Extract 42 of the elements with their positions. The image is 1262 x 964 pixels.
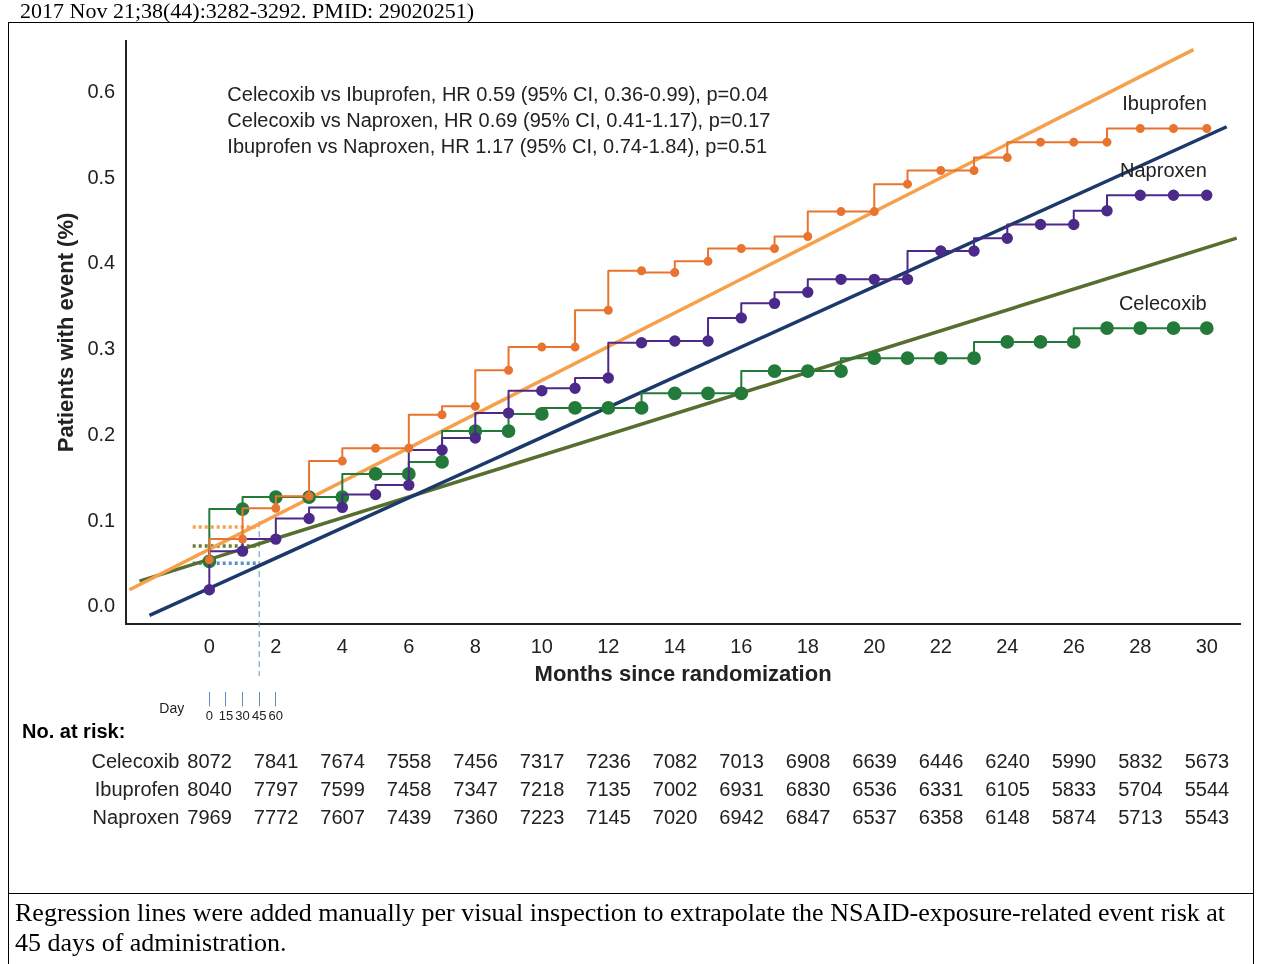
x-tick-label: 2	[270, 634, 282, 657]
x-tick-label: 8	[469, 634, 481, 657]
x2-tick-label: 0	[205, 707, 213, 723]
x-axis-title: Months since randomization	[534, 661, 832, 687]
x-tick-label: 6	[403, 634, 415, 657]
x2-tick-label: 30	[235, 707, 250, 723]
text: Naproxen 7969 7772 7607 7439 7360 7223 7145 7020 6942 6847 6537 6358 6148 5874 5713 5543	[92, 806, 1230, 828]
x-tick-label: 26	[1062, 634, 1085, 657]
x-tick-label: 28	[1129, 634, 1152, 657]
x2-axis-title: Day	[159, 700, 185, 717]
annotation: Ibuprofen vs Naproxen, HR 1.17 (95% CI, 0.74-1.84), p=0.51	[227, 134, 768, 157]
text: No. at risk:	[22, 720, 126, 743]
x-tick-label: 20	[863, 634, 886, 657]
x-tick-label: 10	[530, 634, 553, 657]
series-label: Ibuprofen	[1122, 91, 1207, 114]
y-tick-label: 0.0	[87, 594, 116, 617]
x-tick-label: 30	[1195, 634, 1218, 657]
series-label: Celecoxib	[1118, 291, 1207, 314]
x-tick-label: 0	[203, 634, 215, 657]
text: Ibuprofen 8040 7797 7599 7458 7347 7218 7135 7002 6931 6830 6536 6331 6105 5833 5704 5544	[94, 778, 1230, 800]
text: Regression lines were added manually per visual inspection to extrapolate the NSAID-exposure-related event risk at 45 days of administration.	[8, 892, 1254, 964]
text: 2017 Nov 21;38(44):3282-3292. PMID: 29020251)	[20, 0, 475, 23]
y-tick-label: 0.6	[87, 79, 116, 102]
x-tick-label: 14	[663, 634, 686, 657]
y-tick-label: 0.3	[87, 337, 116, 360]
y-axis-title: Patients with event (%)	[53, 212, 79, 453]
x-tick-label: 22	[929, 634, 952, 657]
y-tick-label: 0.5	[87, 165, 116, 188]
text: Celecoxib 8072 7841 7674 7558 7456 7317 7236 7082 7013 6908 6639 6446 6240 5990 5832 5673	[91, 750, 1230, 772]
y-tick-label: 0.1	[87, 508, 116, 531]
x2-tick-label: 60	[268, 707, 284, 723]
y-tick-label: 0.2	[87, 422, 116, 445]
annotation: Celecoxib vs Naproxen, HR 0.69 (95% CI, 0.41-1.17), p=0.17	[227, 108, 771, 131]
annotation: Celecoxib vs Ibuprofen, HR 0.59 (95% CI, 0.36-0.99), p=0.04	[227, 82, 769, 105]
y-tick-label: 0.4	[87, 251, 116, 274]
x-tick-label: 16	[730, 634, 753, 657]
x-tick-label: 24	[996, 634, 1019, 657]
x-tick-label: 18	[796, 634, 819, 657]
x-tick-label: 12	[597, 634, 620, 657]
x2-tick-label: 45	[251, 707, 267, 723]
x2-tick-label: 15	[218, 707, 234, 723]
x-tick-label: 4	[336, 634, 348, 657]
